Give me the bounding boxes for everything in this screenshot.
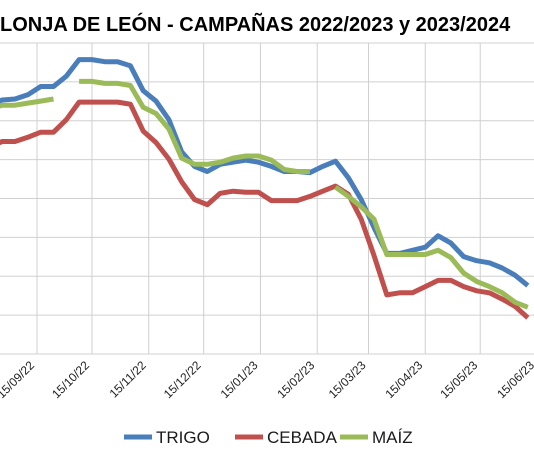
x-tick-label: 15/03/23 (326, 358, 369, 401)
x-tick-label: 15/01/23 (218, 358, 261, 401)
x-tick-label: 15/06/23 (494, 358, 534, 401)
x-tick-label: 15/11/22 (107, 358, 150, 401)
series-line-cebada (0, 99, 530, 320)
series-line-trigo (0, 57, 530, 288)
x-tick-label: 15/10/22 (49, 358, 92, 401)
legend-label-cebada: CEBADA (267, 428, 338, 447)
chart-title: LONJA DE LEÓN - CAMPAÑAS 2022/2023 y 202… (0, 14, 511, 36)
x-tick-label: 15/09/22 (0, 358, 37, 401)
series-line-maiz (334, 185, 529, 310)
x-tick-label: 15/04/23 (382, 358, 425, 401)
series-line-maiz (79, 78, 310, 174)
x-tick-label: 15/12/22 (161, 358, 204, 401)
x-tick-label: 15/05/23 (437, 358, 480, 401)
x-tick-label: 15/02/23 (274, 358, 317, 401)
legend-label-trigo: TRIGO (156, 428, 210, 447)
legend-label-maiz: MAÍZ (372, 428, 413, 447)
series-line-maiz (0, 96, 54, 109)
